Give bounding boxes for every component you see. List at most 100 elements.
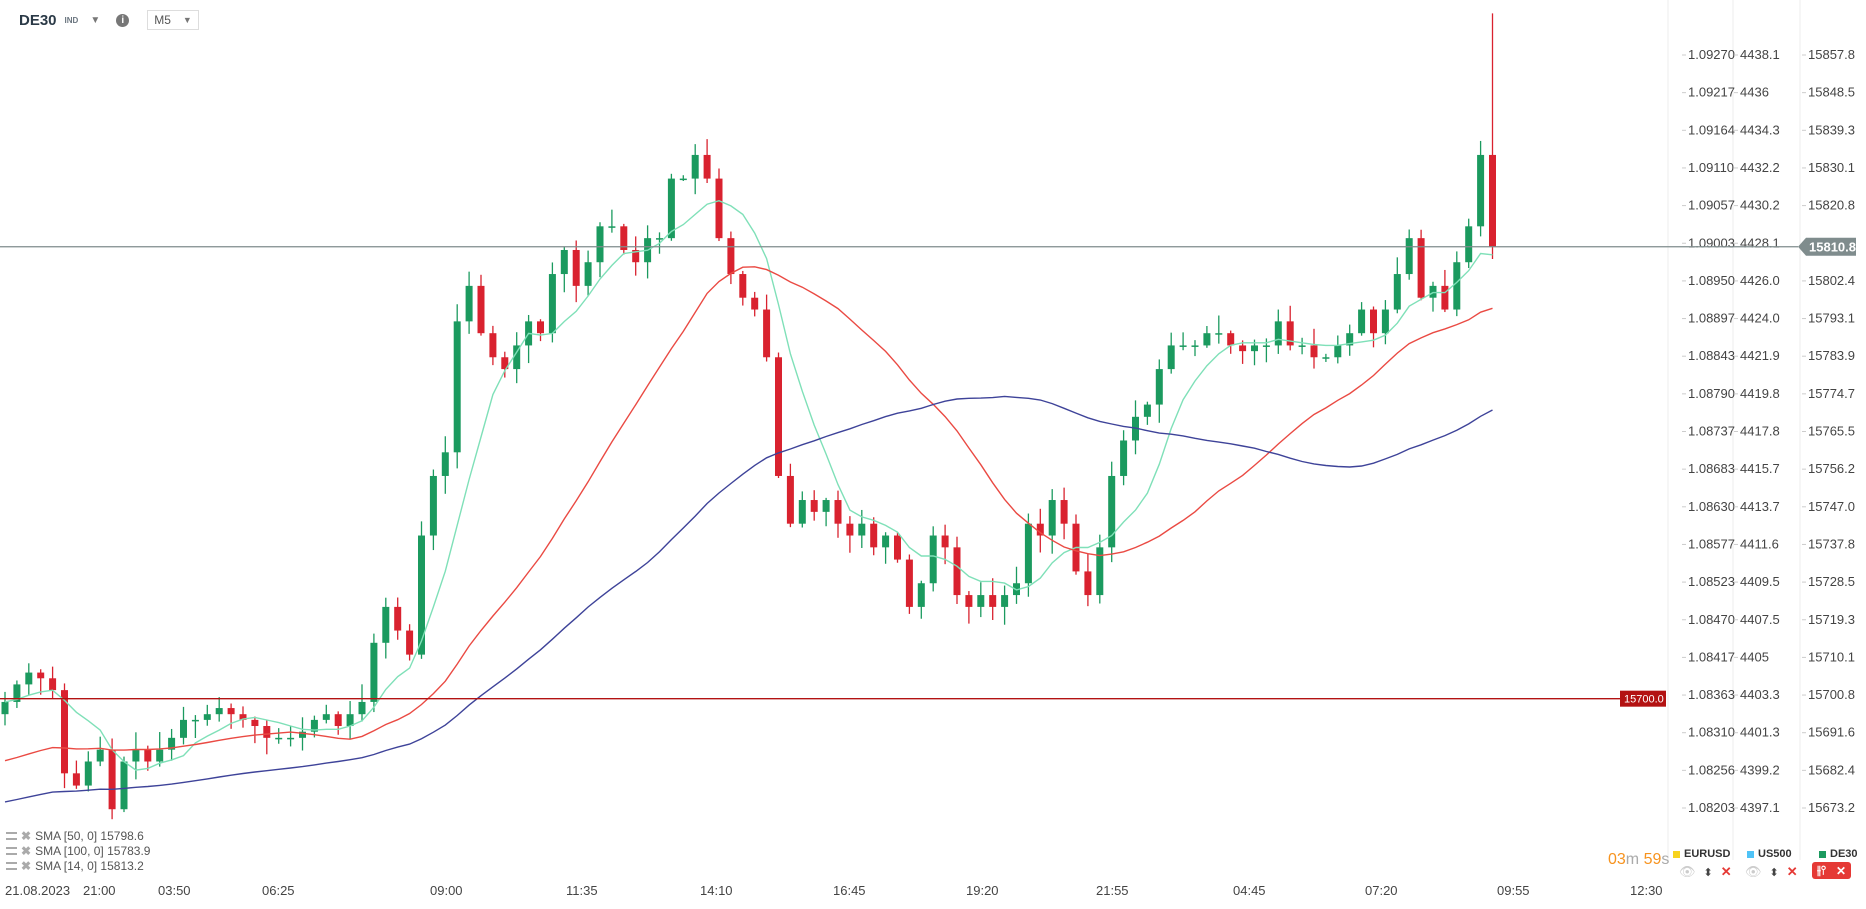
remove-icon[interactable]: ✖ xyxy=(21,859,32,873)
candle-up xyxy=(1215,333,1223,335)
candle-down xyxy=(334,714,342,727)
candle-down xyxy=(1286,321,1294,346)
close-icon[interactable]: ✕ xyxy=(1835,863,1847,878)
price-axis-label-eurusd: 1.09270 xyxy=(1688,47,1735,62)
price-axis-label-de30: 15756.2 xyxy=(1808,461,1855,476)
candle-up xyxy=(453,321,461,453)
candle-down xyxy=(1060,500,1068,524)
candle-up xyxy=(429,475,437,536)
candle-down xyxy=(739,274,747,298)
candle-down xyxy=(1227,333,1235,346)
candle-up xyxy=(132,749,140,762)
price-axis-label-us500: 4407.5 xyxy=(1740,612,1780,627)
candle-up xyxy=(822,500,830,512)
candle-up xyxy=(858,523,866,536)
candle-down xyxy=(941,535,949,548)
price-axis-label-us500: 4405 xyxy=(1740,649,1769,664)
time-axis-label: 12:30 xyxy=(1630,883,1663,898)
candle-down xyxy=(501,357,509,370)
candle-down xyxy=(703,154,711,179)
price-level-tag xyxy=(1620,690,1666,707)
color-swatch xyxy=(1747,850,1754,858)
candle-up xyxy=(382,606,390,643)
settings-icon[interactable] xyxy=(6,832,17,840)
candle-down xyxy=(108,749,116,810)
price-axis-label-eurusd: 1.09057 xyxy=(1688,198,1735,213)
reorder-icon[interactable]: ⬍ xyxy=(1703,866,1713,879)
candle-up xyxy=(215,708,223,715)
price-axis-label-de30: 15747.0 xyxy=(1808,499,1855,514)
price-axis-label-de30: 15700.8 xyxy=(1808,687,1855,702)
candle-up xyxy=(358,701,366,715)
time-axis-label: 03:50 xyxy=(158,883,191,898)
candle-up xyxy=(299,731,306,738)
time-axis-label: 21:00 xyxy=(83,883,116,898)
candle-up xyxy=(1465,226,1473,263)
candle-down xyxy=(620,226,628,250)
price-axis-label-us500: 4399.2 xyxy=(1740,762,1780,777)
symbol-name[interactable]: DE30 xyxy=(19,11,57,29)
symbol-dropdown-chevron-icon[interactable]: ▼ xyxy=(90,14,101,26)
candle-up xyxy=(584,262,592,286)
candle-down xyxy=(144,749,152,762)
candle-up xyxy=(13,684,21,702)
remove-icon[interactable]: ✖ xyxy=(21,829,32,843)
candle-up xyxy=(1024,523,1032,584)
indicator-legend-sma14[interactable]: ✖ SMA [14, 0] 15813.2 xyxy=(6,859,144,873)
price-axis-label-de30: 15774.7 xyxy=(1808,386,1855,401)
color-swatch xyxy=(1819,850,1826,858)
price-axis-label-eurusd: 1.09164 xyxy=(1688,122,1735,137)
candle-up xyxy=(275,737,283,740)
eye-icon[interactable]: 👁 xyxy=(1679,864,1696,879)
reorder-icon[interactable]: ⬍ xyxy=(1769,866,1779,879)
settings-icon[interactable] xyxy=(6,862,17,870)
color-swatch xyxy=(1673,850,1680,858)
close-icon[interactable]: ✕ xyxy=(1720,864,1732,879)
candle-up xyxy=(798,500,806,524)
candle-up xyxy=(370,642,378,702)
sma100-line xyxy=(4,395,1493,803)
time-axis-label: 09:00 xyxy=(430,883,463,898)
price-axis-label-eurusd: 1.08577 xyxy=(1688,536,1735,551)
candle-up xyxy=(1334,345,1342,358)
candle-countdown: 03m 59s xyxy=(1608,851,1669,869)
candle-up xyxy=(418,535,425,655)
timer-seconds: 59 xyxy=(1643,851,1662,868)
indicator-legend-sma100[interactable]: ✖ SMA [100, 0] 15783.9 xyxy=(6,844,150,858)
timeframe-select[interactable]: M5 ▼ xyxy=(147,10,199,30)
settings-icon[interactable] xyxy=(6,847,17,855)
candle-down xyxy=(263,726,271,738)
price-axis-label-eurusd: 1.08790 xyxy=(1688,386,1735,401)
current-price-value: 15810.8 xyxy=(1809,240,1856,255)
price-axis-label-eurusd: 1.08897 xyxy=(1688,311,1735,326)
legend-label: EURUSD xyxy=(1684,848,1731,860)
indicator-legend-sma50[interactable]: ✖ SMA [50, 0] 15798.6 xyxy=(6,829,144,843)
candle-up xyxy=(168,737,176,750)
candle-down xyxy=(1036,523,1044,536)
price-axis-label-eurusd: 1.09110 xyxy=(1688,160,1734,175)
candle-down xyxy=(775,357,782,476)
info-icon[interactable]: i xyxy=(116,13,130,27)
time-axis-label: 09:55 xyxy=(1497,883,1530,898)
price-axis-label-eurusd: 1.09003 xyxy=(1688,235,1735,250)
remove-icon[interactable]: ✖ xyxy=(21,844,32,858)
time-axis-label: 06:25 xyxy=(262,883,295,898)
candle-down xyxy=(810,500,818,512)
candle-down xyxy=(953,547,961,596)
close-icon[interactable]: ✕ xyxy=(1786,864,1798,879)
eye-icon[interactable]: 👁 xyxy=(1745,864,1762,879)
price-axis-label-de30: 15802.4 xyxy=(1808,273,1855,288)
candle-up xyxy=(1,701,9,715)
indicator-label: SMA [100, 0] 15783.9 xyxy=(35,844,151,858)
candle-type-icon[interactable]: ⫲⫯ xyxy=(1816,863,1827,877)
price-axis-label-us500: 4434.3 xyxy=(1740,122,1780,137)
sma50-line xyxy=(4,266,1493,762)
candle-up xyxy=(977,595,985,607)
time-axis-label: 14:10 xyxy=(700,883,733,898)
price-axis-label-de30: 15839.3 xyxy=(1808,122,1855,137)
timer-minutes: 03 xyxy=(1608,851,1626,868)
candle-down xyxy=(572,249,580,286)
candle-up xyxy=(1298,345,1306,347)
candle-down xyxy=(489,333,497,358)
